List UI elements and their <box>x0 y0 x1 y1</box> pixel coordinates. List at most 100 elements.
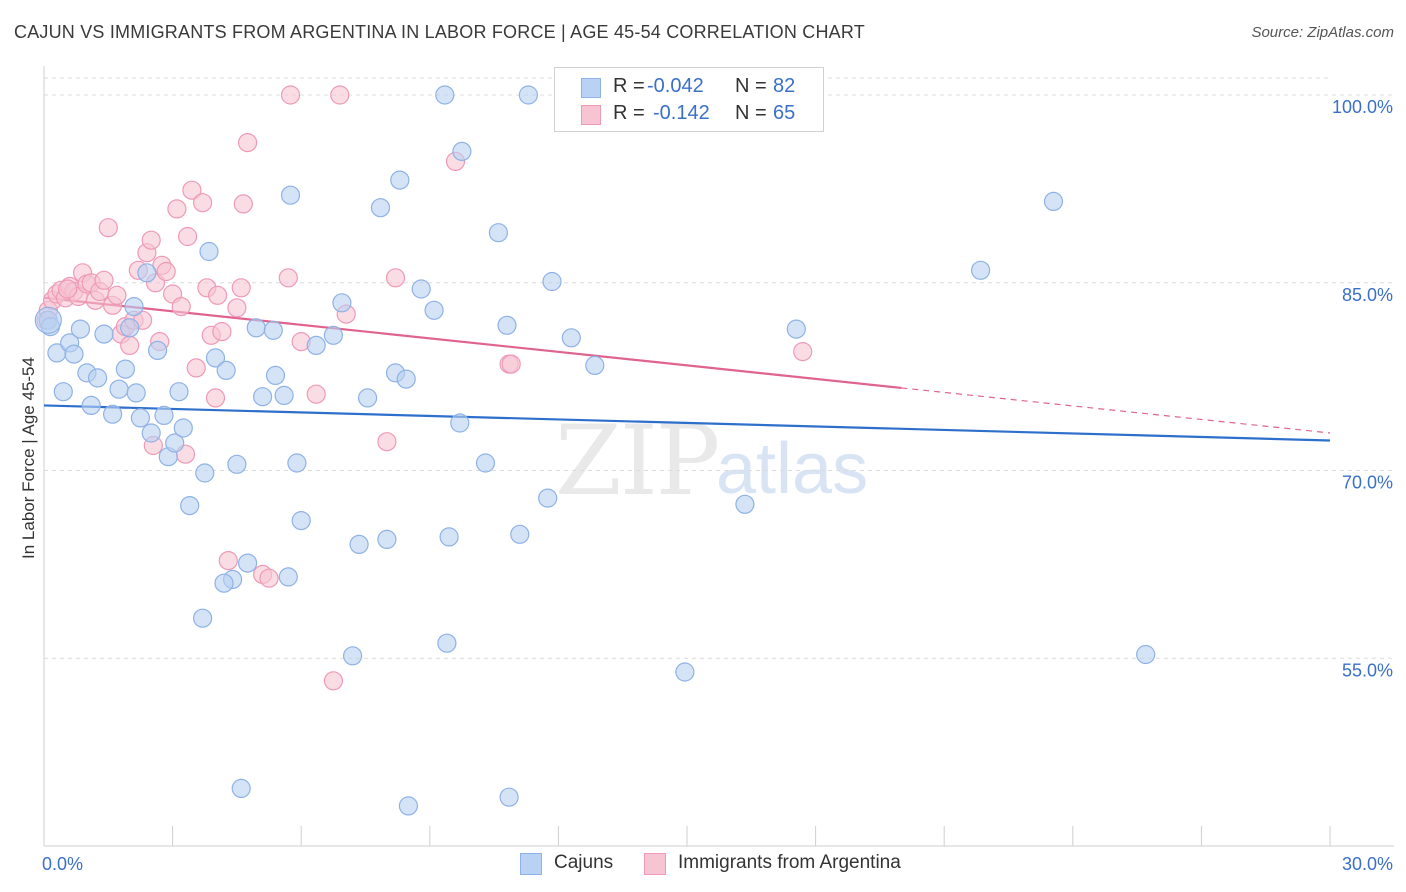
cajun-point <box>497 315 517 335</box>
cajun-point <box>53 382 73 402</box>
cajun-point <box>437 633 457 653</box>
cajun-point <box>585 355 605 375</box>
y-tick-label: 55.0% <box>1342 660 1393 680</box>
cajun-point <box>510 524 530 544</box>
cajun-point <box>231 778 251 799</box>
cajun-point <box>137 263 157 283</box>
cajun-point <box>148 340 168 360</box>
cajun-point <box>411 279 431 299</box>
argentina-point <box>306 384 326 404</box>
cajun-point <box>1136 644 1156 665</box>
y-tick-label: 70.0% <box>1342 473 1393 493</box>
argentina-point <box>107 285 127 305</box>
cajun-point <box>64 344 84 364</box>
n-label: N = <box>735 75 767 97</box>
cajun-point <box>542 271 562 292</box>
cajun-point <box>435 85 455 105</box>
argentina-point <box>330 85 350 105</box>
x-tick-label: 30.0% <box>1342 854 1393 874</box>
axes <box>43 66 1394 847</box>
argentina-point <box>98 218 118 238</box>
cajun-point <box>424 300 444 320</box>
r-value: -0.042 <box>647 75 704 97</box>
cajun-point <box>81 395 101 415</box>
cajun-point <box>165 433 185 453</box>
cajun-point <box>499 787 519 807</box>
cajun-cluster-point <box>34 306 62 334</box>
r-label: R = <box>613 102 645 124</box>
argentina-swatch <box>581 105 601 125</box>
cajun-point <box>390 170 410 190</box>
argentina-point <box>385 268 406 288</box>
chart-title: CAJUN VS IMMIGRANTS FROM ARGENTINA IN LA… <box>14 22 865 42</box>
cajun-point <box>291 510 311 531</box>
cajun-point <box>199 241 219 262</box>
argentina-point <box>501 354 521 374</box>
argentina-legend-swatch <box>644 853 666 875</box>
cajun-point <box>205 348 226 368</box>
cajun-point <box>398 796 418 816</box>
argentina-point <box>231 278 251 298</box>
argentina-point <box>259 568 279 588</box>
argentina-trend-line <box>43 296 902 390</box>
cajun-point <box>280 185 301 205</box>
cajun-point <box>274 385 294 405</box>
argentina-point <box>57 279 78 299</box>
cajuns-swatch <box>581 78 601 98</box>
cajun-point <box>561 328 581 348</box>
cajun-point <box>370 198 391 218</box>
argentina-point <box>793 342 813 362</box>
argentina-point <box>205 388 226 408</box>
legend-row-argentina: R = -0.142 N = 65 <box>555 102 823 128</box>
cajun-point <box>450 413 470 433</box>
argentina-point <box>212 322 232 342</box>
argentina-point <box>182 180 202 200</box>
argentina-point <box>120 335 140 355</box>
cajun-point <box>278 567 298 587</box>
argentina-point <box>178 226 198 247</box>
n-label: N = <box>735 102 767 124</box>
cajun-point <box>109 379 129 399</box>
cajun-point <box>180 496 200 516</box>
cajun-point <box>126 383 146 403</box>
argentina-point <box>233 194 253 214</box>
cajun-point <box>263 320 283 340</box>
cajun-point <box>124 297 144 317</box>
cajun-point <box>358 388 378 408</box>
cajun-point <box>343 646 363 666</box>
argentina-point <box>377 432 397 452</box>
argentina-point <box>193 193 213 213</box>
cajun-point <box>169 382 189 402</box>
cajun-point <box>120 318 140 338</box>
cajun-point <box>216 360 236 380</box>
argentina-point <box>218 550 238 571</box>
correlation-legend: R = -0.042 N = 82 R = -0.142 N = 65 <box>554 67 824 132</box>
cajun-point <box>488 223 508 243</box>
cajuns-legend-label: Cajuns <box>554 852 614 873</box>
cajun-point <box>323 325 343 345</box>
argentina-point <box>186 358 206 378</box>
cajun-point <box>130 408 150 428</box>
cajun-point <box>195 463 215 483</box>
legend-row-cajuns: R = -0.042 N = 82 <box>555 75 823 101</box>
cajun-point <box>735 494 755 514</box>
cajun-point <box>87 368 108 388</box>
cajun-point <box>115 359 136 379</box>
cajun-point <box>193 608 213 628</box>
cajun-point <box>214 573 234 593</box>
cajun-point <box>396 369 416 389</box>
cajun-point <box>246 318 266 338</box>
cajuns-legend-swatch <box>520 853 542 875</box>
cajun-point <box>154 405 174 425</box>
cajun-point <box>332 293 352 313</box>
tick-labels: 100.0% 85.0% 70.0% 55.0% 0.0% 30.0% <box>42 97 1393 874</box>
cajun-trend-line <box>43 404 1331 442</box>
cajun-point <box>1043 191 1064 211</box>
y-tick-label: 100.0% <box>1332 97 1393 117</box>
cajun-point <box>265 365 286 385</box>
y-axis-label: In Labor Force | Age 45-54 <box>19 357 38 559</box>
argentina-point <box>278 268 298 288</box>
argentina-point <box>94 270 114 290</box>
argentina-legend-label: Immigrants from Argentina <box>678 852 901 873</box>
